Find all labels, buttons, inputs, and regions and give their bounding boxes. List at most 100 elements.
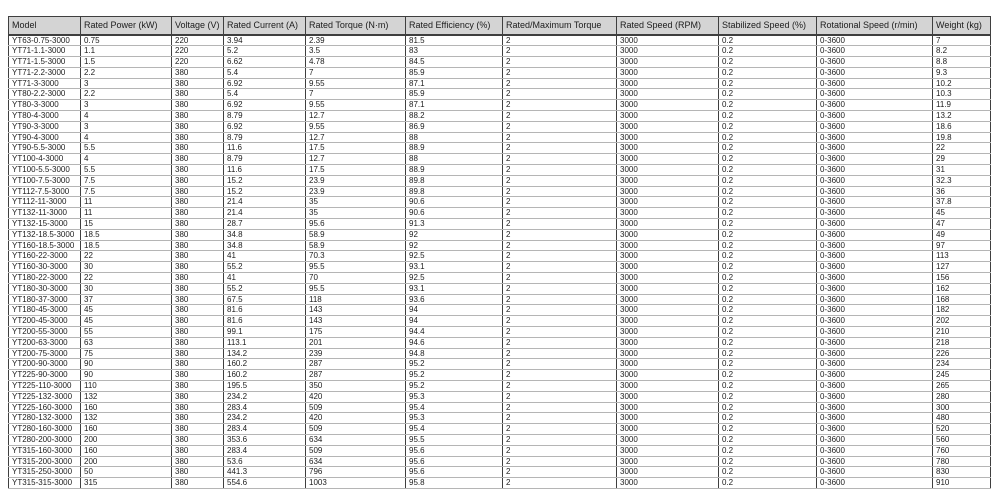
table-cell: 201 [305,336,406,349]
table-cell: 0.2 [718,142,817,155]
table-cell: 0.2 [718,218,817,230]
table-cell: 30 [80,261,172,274]
table-cell: 90.6 [405,196,503,209]
table-cell: 83 [405,45,503,58]
table-cell: 0.2 [718,66,817,79]
table-cell: 0-3600 [816,315,933,328]
model-cell: YT80-2.2-3000 [8,88,81,101]
model-cell: YT132-15-3000 [8,218,81,230]
table-row: YT63-0.75-3000 0.75 220 3.94 2.39 81.5 2 3000 0.… [8,33,991,47]
table-cell: 36 [932,185,991,198]
table-cell: 87.1 [405,77,503,90]
model-cell: YT90-4-3000 [8,131,81,144]
table-cell: 18.5 [80,239,172,252]
table-cell: 0.2 [718,110,817,122]
table-cell: 12.7 [305,110,406,122]
table-cell: 89.8 [405,174,503,187]
table-cell: 0.2 [718,466,817,479]
table-row: YT100-4-3000 4 380 8.79 12.7 88 2 3000 0.2 0-3600… [8,153,991,166]
table-cell: 21.4 [223,196,306,209]
table-cell: 160 [80,401,172,414]
table-cell: 3.5 [305,45,406,58]
table-cell: 560 [932,433,991,446]
table-cell: 3000 [616,88,719,101]
table-cell: 0.2 [718,304,817,317]
table-cell: 2 [502,477,617,489]
table-cell: 11.6 [223,142,306,155]
table-cell: 94.8 [405,347,503,360]
table-row: YT160-22-3000 22 380 41 70.3 92.5 2 3000 0.2 0-36… [8,250,991,263]
table-cell: 0.2 [718,88,817,101]
table-cell: 3 [80,77,172,90]
table-cell: 0.2 [718,207,817,220]
table-cell: 23.9 [305,174,406,187]
table-cell: 5.4 [223,66,306,79]
model-cell: YT280-132-3000 [8,412,81,425]
table-cell: 3000 [616,315,719,328]
table-cell: 6.62 [223,56,306,68]
table-cell: 509 [305,423,406,435]
table-cell: 0-3600 [816,88,933,101]
table-cell: 2 [502,164,617,176]
table-cell: 226 [932,347,991,360]
table-cell: 0-3600 [816,477,933,489]
table-row: YT200-75-3000 75 380 134.2 239 94.8 2 3000 0.2 0-… [8,347,991,360]
table-row: YT180-45-3000 45 380 81.6 143 94 2 3000 0.2 0-360… [8,304,991,317]
table-cell: 3000 [616,455,719,468]
table-cell: 380 [171,347,224,360]
table-cell: 45 [80,315,172,328]
table-row: YT315-160-3000 160 380 283.4 509 95.6 2 3000 0.2… [8,444,991,457]
table-cell: 0-3600 [816,120,933,133]
table-cell: 15.2 [223,185,306,198]
table-cell: 2 [502,142,617,155]
table-cell: 12.7 [305,131,406,144]
table-cell: 2 [502,185,617,198]
table-row: YT200-63-3000 63 380 113.1 201 94.6 2 3000 0.2 0-… [8,336,991,349]
table-cell: 380 [171,455,224,468]
table-cell: 380 [171,164,224,176]
table-row: YT225-110-3000 110 380 195.5 350 95.2 2 3000 0.2… [8,380,991,392]
table-row: YT200-45-3000 45 380 81.6 143 94 2 3000 0.2 0-360… [8,315,991,328]
table-cell: 162 [932,282,991,295]
table-cell: 0.2 [718,45,817,58]
table-row: YT80-4-3000 4 380 8.79 12.7 88.2 2 3000 0.2 0-360… [8,110,991,122]
table-row: YT315-250-3000 50 380 441.3 796 95.6 2 3000 0.2 0… [8,466,991,479]
table-cell: 3000 [616,56,719,68]
table-cell: 283.4 [223,401,306,414]
table-cell: 1003 [305,477,406,489]
table-cell: 300 [932,401,991,414]
table-cell: 3000 [616,358,719,371]
table-cell: 18.5 [80,228,172,241]
column-header: Weight (kg) [932,16,991,36]
table-cell: 3000 [616,207,719,220]
table-cell: 2 [502,88,617,101]
column-header: Rated Current (A) [223,16,306,36]
table-cell: 95.5 [405,433,503,446]
table-cell: 37.8 [932,196,991,209]
table-cell: 0-3600 [816,423,933,435]
table-cell: 380 [171,390,224,403]
table-cell: 0.2 [718,261,817,274]
table-cell: 380 [171,228,224,241]
table-row: YT80-3-3000 3 380 6.92 9.55 87.1 2 3000 0.2 0-360… [8,99,991,112]
table-cell: 1.1 [80,45,172,58]
table-cell: 18.6 [932,120,991,133]
table-cell: 13.2 [932,110,991,122]
table-cell: 19.8 [932,131,991,144]
table-cell: 380 [171,326,224,338]
table-cell: 380 [171,466,224,479]
table-cell: 2 [502,66,617,79]
table-cell: 3000 [616,174,719,187]
table-cell: 380 [171,142,224,155]
table-cell: 0.2 [718,326,817,338]
table-cell: 0.2 [718,477,817,489]
table-cell: 0.2 [718,56,817,68]
table-cell: 95.8 [405,477,503,489]
table-row: YT180-22-3000 22 380 41 70 92.5 2 3000 0.2 0-3600… [8,272,991,284]
table-cell: 830 [932,466,991,479]
table-cell: 0-3600 [816,99,933,112]
table-cell: 156 [932,272,991,284]
table-cell: 134.2 [223,347,306,360]
table-cell: 234.2 [223,390,306,403]
table-cell: 3000 [616,131,719,144]
